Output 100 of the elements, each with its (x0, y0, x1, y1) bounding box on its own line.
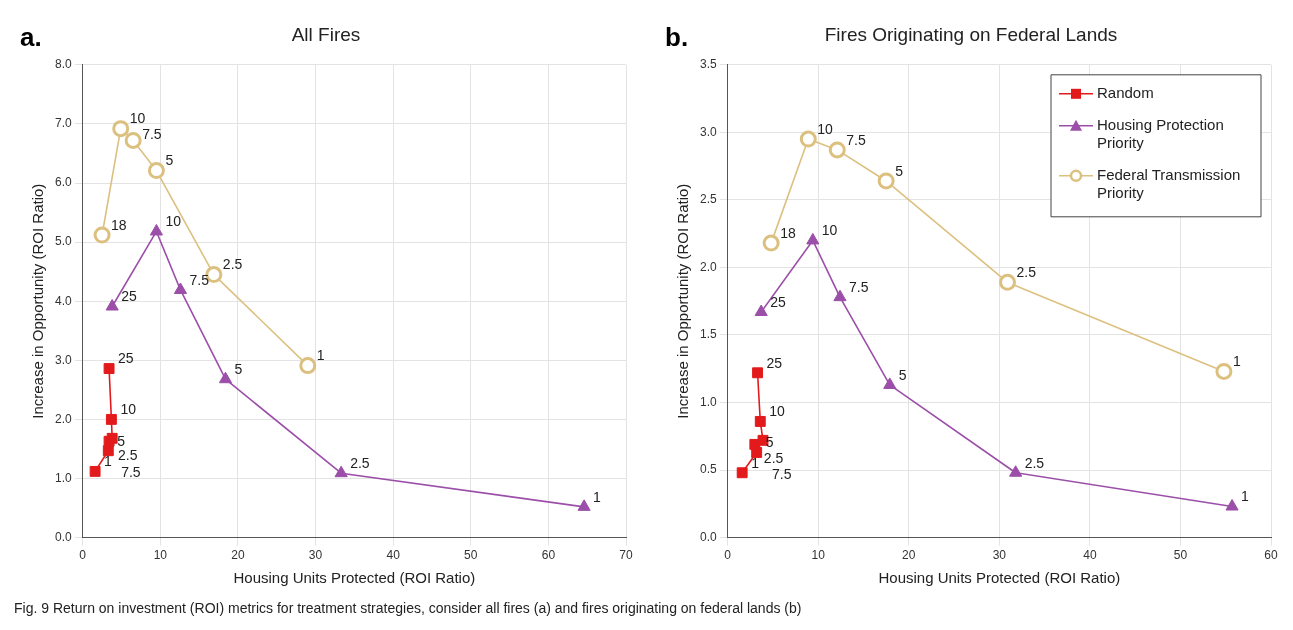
annotation: 2.5 (350, 455, 370, 472)
annotation: 10 (120, 401, 137, 418)
annotation: 2.5 (222, 256, 243, 273)
point (103, 363, 115, 375)
point (828, 141, 846, 159)
annotation: 2.5 (1016, 264, 1037, 281)
annotation: 1 (1241, 488, 1250, 505)
y-tick-label: 3.0 (699, 124, 717, 139)
annotation: 1 (751, 454, 760, 471)
point (124, 131, 142, 149)
legend-label: Federal Transmission Priority (1097, 165, 1241, 201)
text: b. (665, 22, 689, 53)
x-tick-label: 60 (1264, 548, 1278, 563)
annotation: 5 (895, 162, 904, 179)
x-tick-label: 20 (902, 548, 916, 563)
annotation: 25 (121, 288, 137, 305)
point (883, 377, 897, 389)
caption: Fig. 9 Return on investment (ROI) metrics for treatment strategies, consider all fires (a) and fires originating on federal lands (b) (14, 600, 802, 616)
annotation: 1 (1232, 353, 1241, 370)
x-tick-label: 40 (1083, 548, 1097, 563)
y-tick-label: 2.5 (699, 192, 717, 207)
point (577, 499, 591, 511)
annotation: 25 (770, 293, 786, 310)
point (1215, 362, 1233, 380)
y-tick-label: 2.0 (54, 411, 72, 426)
point (806, 232, 820, 245)
chart-title: All Fires (291, 23, 361, 45)
point (762, 234, 780, 252)
annotation: 2.5 (1024, 454, 1045, 471)
y-tick-label: 2.0 (699, 259, 717, 274)
y-tick-label: 1.0 (54, 470, 72, 485)
y-axis-title: Increase in Opportunity (ROI Ratio) (674, 183, 692, 419)
annotation: 7.5 (121, 464, 141, 481)
text: a. (20, 22, 42, 53)
annotation: 25 (118, 350, 134, 367)
x-tick-label: 30 (308, 548, 323, 563)
y-tick-label: 3.0 (54, 352, 72, 367)
chart-title: Fires Originating on Federal Lands (824, 23, 1118, 45)
y-tick-label: 3.5 (699, 57, 717, 72)
y-tick-label: 0.0 (699, 529, 717, 544)
point (754, 415, 766, 427)
x-tick-label: 70 (619, 548, 633, 563)
x-tick-label: 10 (153, 548, 168, 563)
annotation: 7.5 (848, 279, 869, 296)
annotation: 1 (104, 453, 113, 470)
point (89, 465, 101, 477)
legend-label: Random (1097, 83, 1154, 101)
x-tick-label: 30 (992, 548, 1007, 563)
x-tick-label: 50 (1173, 548, 1188, 563)
annotation: 10 (769, 403, 786, 420)
point (299, 357, 317, 375)
y-axis-title: Increase in Opportunity (ROI Ratio) (29, 183, 47, 419)
annotation: 25 (766, 354, 783, 371)
y-tick-label: 7.0 (54, 116, 72, 131)
point (736, 467, 748, 479)
point (833, 289, 847, 302)
annotation: 10 (821, 222, 838, 239)
point (149, 223, 163, 236)
point (112, 120, 130, 138)
annotation: 18 (111, 216, 127, 233)
annotation: 10 (165, 213, 182, 230)
annotation: 5 (117, 432, 126, 449)
annotation: 10 (817, 120, 834, 137)
x-axis-title: Housing Units Protected (ROI Ratio) (233, 569, 476, 587)
annotation: 18 (780, 224, 796, 241)
annotation: 5 (765, 434, 774, 451)
annotation: 1 (316, 347, 325, 364)
y-tick-label: 0.0 (54, 529, 72, 544)
annotation: 5 (165, 152, 174, 169)
legend-label: Housing Protection Priority (1097, 115, 1224, 151)
point (754, 304, 768, 317)
x-tick-label: 20 (231, 548, 245, 563)
y-tick-label: 1.5 (699, 327, 717, 342)
x-tick-label: 50 (464, 548, 478, 563)
y-tick-label: 1.0 (699, 394, 717, 409)
annotation: 1 (593, 488, 602, 505)
annotation: 2.5 (118, 447, 138, 464)
y-tick-label: 5.0 (54, 234, 72, 249)
x-axis-title: Housing Units Protected (ROI Ratio) (878, 569, 1121, 587)
annotation: 7.5 (772, 466, 792, 483)
x-tick-label: 10 (811, 548, 826, 563)
point (105, 413, 117, 425)
x-tick-label: 0 (724, 548, 732, 563)
point (998, 273, 1016, 291)
point (93, 226, 111, 244)
y-tick-label: 0.5 (699, 462, 717, 477)
y-tick-label: 8.0 (54, 57, 72, 72)
y-tick-label: 6.0 (54, 175, 72, 190)
point (218, 371, 233, 384)
annotation: 7.5 (189, 271, 210, 288)
annotation: 7.5 (846, 131, 866, 148)
point (334, 465, 348, 478)
x-tick-label: 0 (79, 548, 87, 563)
annotation: 5 (898, 366, 907, 383)
point (105, 299, 119, 311)
point (173, 282, 188, 294)
x-tick-label: 40 (386, 548, 401, 563)
point (752, 367, 764, 379)
y-tick-label: 4.0 (54, 293, 72, 308)
point (1009, 465, 1023, 477)
